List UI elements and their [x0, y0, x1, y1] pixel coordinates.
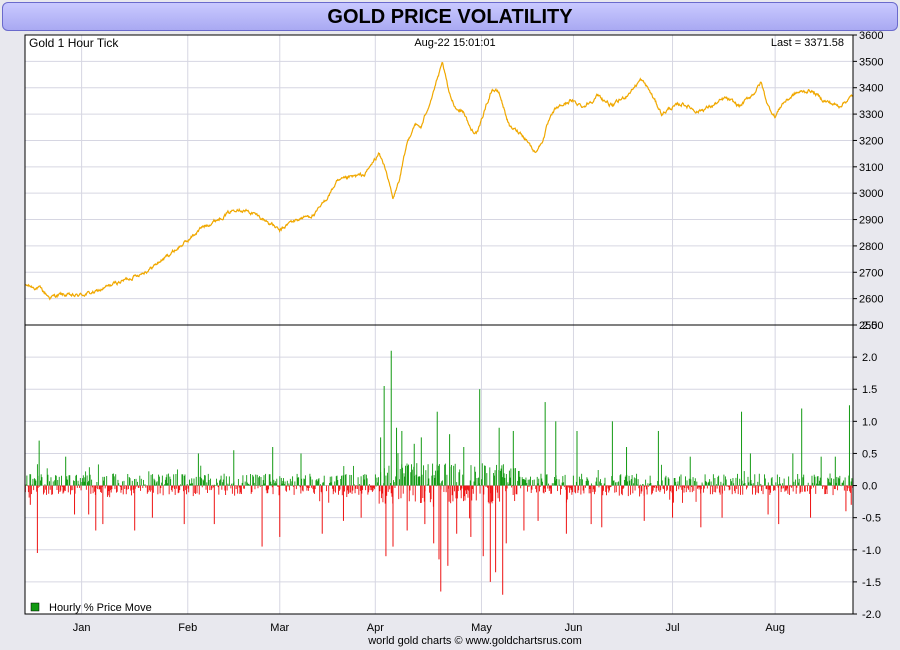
month-label: Jun	[565, 622, 583, 634]
volatility-tick-label: 2.0	[862, 352, 877, 364]
price-tick-label: 2500	[859, 320, 883, 332]
price-tick-label: 3100	[859, 162, 883, 174]
volatility-tick-label: 0.5	[862, 448, 877, 460]
series-label: Gold 1 Hour Tick	[29, 36, 119, 50]
volatility-tick-label: -1.5	[862, 577, 881, 589]
volatility-tick-label: -1.0	[862, 545, 881, 557]
price-tick-label: 2700	[859, 267, 883, 279]
price-gridlines	[25, 35, 853, 325]
month-label: Mar	[270, 622, 289, 634]
volatility-tick-label: -0.5	[862, 513, 881, 525]
volatility-y-axis: -2.0 -1.5 -1.0 -0.5 0.0 0.5 1.0 1.5 2.0 2.5	[853, 320, 881, 621]
volatility-bars	[24, 350, 854, 595]
chart-title: GOLD PRICE VOLATILITY	[327, 6, 573, 28]
volatility-tick-label: -2.0	[862, 609, 881, 621]
title-bar: GOLD PRICE VOLATILITY	[2, 2, 898, 31]
price-tick-label: 2900	[859, 215, 883, 227]
volatility-tick-label: 0.0	[862, 481, 877, 493]
price-tick-label: 3200	[859, 135, 883, 147]
volatility-panel-border	[24, 324, 854, 615]
month-label: Aug	[765, 622, 785, 634]
price-tick-label: 3000	[859, 188, 883, 200]
price-tick-label: 3300	[859, 109, 883, 121]
price-tick-label: 3400	[859, 83, 883, 95]
last-price-label: Last = 3371.58	[771, 37, 844, 49]
price-y-axis: 2500 2600 2700 2800 2900 3000 3100 3200 3300 3400…	[853, 30, 883, 332]
timestamp-label: Aug-22 15:01:01	[414, 37, 495, 49]
volatility-tick-label: 1.0	[862, 416, 877, 428]
footer-credit: world gold charts © www.goldchartsrus.co…	[367, 635, 582, 647]
month-label: Jan	[73, 622, 91, 634]
gold-price-line	[24, 61, 854, 301]
month-label: May	[471, 622, 492, 634]
price-tick-label: 2800	[859, 241, 883, 253]
x-axis-months: Jan Feb Mar Apr May Jun Jul Aug	[73, 622, 785, 634]
price-tick-label: 3600	[859, 30, 883, 42]
month-label: Jul	[666, 622, 680, 634]
volatility-tick-label: 2.5	[862, 320, 877, 332]
month-label: Feb	[178, 622, 197, 634]
price-tick-label: 3500	[859, 56, 883, 68]
price-tick-label: 2600	[859, 294, 883, 306]
volatility-tick-label: 1.5	[862, 384, 877, 396]
legend-label: Hourly % Price Move	[49, 602, 152, 614]
month-label: Apr	[367, 622, 384, 634]
legend-swatch	[30, 602, 40, 612]
